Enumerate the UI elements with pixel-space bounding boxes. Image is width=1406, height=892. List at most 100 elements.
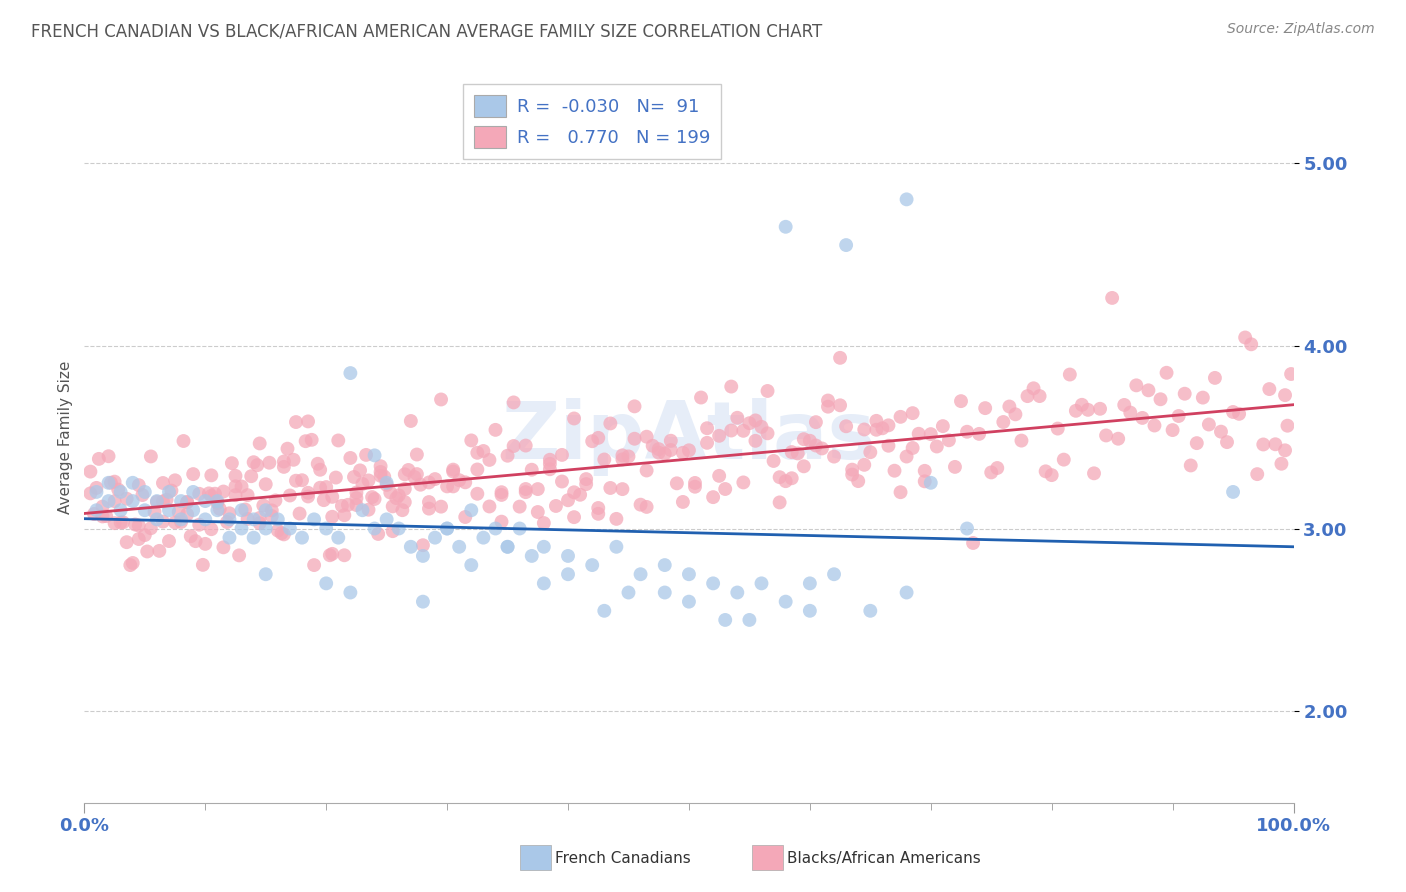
Point [454, 475, 477, 490]
Point [191, 558, 214, 572]
Point [273, 527, 295, 541]
Point [636, 500, 658, 514]
Point [343, 470, 366, 484]
Point [188, 487, 211, 501]
Point [557, 493, 579, 508]
Point [208, 501, 231, 516]
Point [388, 488, 411, 502]
Point [121, 556, 143, 570]
Point [333, 548, 356, 562]
Point [346, 491, 368, 505]
Point [986, 461, 1008, 475]
Point [242, 531, 264, 545]
Point [683, 475, 706, 490]
Text: Blacks/African Americans: Blacks/African Americans [787, 851, 981, 865]
Point [907, 426, 929, 441]
Point [160, 483, 183, 498]
Point [588, 431, 610, 445]
Point [236, 512, 259, 526]
Point [581, 434, 603, 449]
Point [1149, 392, 1171, 407]
Point [1107, 432, 1129, 446]
Point [252, 499, 274, 513]
Point [436, 521, 458, 535]
Point [630, 498, 652, 512]
Point [623, 432, 645, 446]
Point [207, 494, 229, 508]
Point [683, 480, 706, 494]
Point [436, 521, 458, 535]
Point [143, 505, 166, 519]
Point [562, 485, 585, 500]
Point [491, 488, 513, 502]
Point [430, 392, 453, 407]
Point [502, 439, 524, 453]
Point [515, 438, 537, 452]
Point [775, 219, 797, 234]
Point [744, 413, 766, 427]
Point [496, 540, 519, 554]
Point [641, 439, 664, 453]
Point [249, 516, 271, 531]
Point [354, 448, 377, 462]
Point [412, 549, 434, 563]
Point [588, 507, 610, 521]
Point [333, 508, 356, 523]
Point [751, 576, 773, 591]
Point [157, 503, 180, 517]
Point [696, 421, 718, 435]
Point [328, 434, 350, 448]
Point [267, 524, 290, 538]
Point [720, 424, 742, 438]
Point [659, 443, 682, 458]
Point [799, 576, 821, 591]
Point [170, 494, 193, 508]
Point [690, 391, 713, 405]
Point [131, 488, 153, 502]
Point [793, 432, 815, 446]
Point [264, 493, 287, 508]
Point [404, 470, 426, 484]
Point [1071, 398, 1094, 412]
Point [1156, 366, 1178, 380]
Point [678, 567, 700, 582]
Point [714, 613, 737, 627]
Point [612, 452, 634, 467]
Point [515, 482, 537, 496]
Point [605, 512, 627, 526]
Point [449, 473, 471, 487]
Point [527, 505, 550, 519]
Point [1088, 401, 1111, 416]
Point [962, 536, 984, 550]
Point [412, 594, 434, 608]
Point [1204, 371, 1226, 385]
Point [1174, 386, 1197, 401]
Point [139, 521, 162, 535]
Point [328, 531, 350, 545]
Point [502, 395, 524, 409]
Point [835, 238, 858, 252]
Point [605, 540, 627, 554]
Point [283, 452, 305, 467]
Point [367, 527, 389, 541]
Point [1017, 389, 1039, 403]
Point [86, 485, 108, 500]
Point [110, 485, 132, 500]
Point [846, 474, 869, 488]
Point [273, 454, 295, 468]
Point [562, 510, 585, 524]
Point [1137, 384, 1160, 398]
Point [315, 521, 337, 535]
Point [1040, 468, 1063, 483]
Point [883, 464, 905, 478]
Point [654, 585, 676, 599]
Point [696, 435, 718, 450]
Point [184, 534, 207, 549]
Point [1132, 411, 1154, 425]
Point [751, 420, 773, 434]
Point [394, 467, 416, 482]
Point [315, 576, 337, 591]
Point [87, 451, 110, 466]
Point [200, 489, 222, 503]
Point [599, 481, 621, 495]
